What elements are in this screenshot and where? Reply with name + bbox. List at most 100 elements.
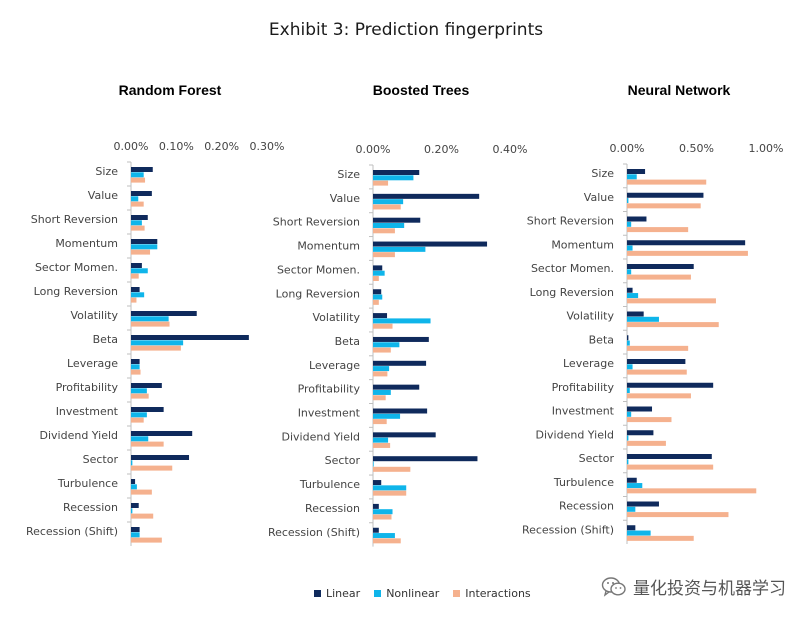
bar-nonlinear [131, 412, 147, 418]
bar-linear [131, 527, 140, 532]
bar-interactions [627, 322, 719, 328]
bar-nonlinear [131, 244, 158, 250]
bar-linear [131, 359, 140, 364]
legend-label-linear: Linear [326, 587, 361, 600]
category-label: Investment [298, 407, 361, 420]
chart-main-title: Exhibit 3: Prediction fingerprints [268, 20, 544, 40]
watermark-text: 量化投资与机器学习 [633, 579, 786, 599]
category-label: Momentum [55, 237, 118, 250]
bar-linear [373, 527, 379, 533]
bar-linear [627, 192, 704, 198]
bar-nonlinear [373, 389, 391, 395]
category-label: Profitability [56, 381, 119, 394]
bar-interactions [131, 201, 144, 207]
x-tick-label: 0.10% [159, 140, 194, 153]
bar-nonlinear [373, 175, 414, 181]
bar-interactions [131, 393, 149, 399]
category-label: Investment [552, 405, 615, 418]
bar-nonlinear [373, 199, 404, 205]
bar-interactions [131, 297, 137, 303]
x-tick-label: 0.00% [114, 140, 149, 153]
bar-linear [627, 311, 644, 317]
x-tick-label: 1.00% [749, 142, 784, 155]
bar-interactions [373, 538, 401, 544]
category-label: Recession (Shift) [522, 523, 614, 536]
bar-interactions [627, 464, 714, 470]
bar-nonlinear [373, 270, 385, 276]
category-label: Investment [56, 405, 119, 418]
bar-nonlinear [131, 436, 149, 442]
category-label: Long Reversion [530, 286, 614, 299]
bar-nonlinear [627, 506, 636, 512]
x-tick-label: 0.00% [610, 142, 645, 155]
bar-interactions [627, 535, 694, 541]
bar-interactions [627, 488, 757, 494]
bar-nonlinear [373, 485, 407, 491]
category-label: Leverage [309, 359, 360, 372]
category-label: Recession [63, 501, 118, 514]
bar-nonlinear [131, 220, 142, 226]
bar-interactions [627, 345, 689, 351]
bar-linear [373, 503, 379, 509]
category-label: Sector [579, 452, 615, 465]
bar-linear [627, 477, 637, 483]
bar-linear [627, 240, 746, 246]
bar-nonlinear [627, 340, 630, 346]
bar-linear [373, 265, 383, 271]
bar-linear [373, 170, 420, 175]
bar-interactions [373, 347, 391, 353]
bar-interactions [627, 440, 666, 446]
x-tick-label: 0.20% [204, 140, 239, 153]
category-label: Volatility [312, 311, 360, 324]
bar-nonlinear [627, 316, 659, 322]
category-label: Leverage [67, 357, 118, 370]
panel-title: Neural Network [628, 82, 731, 98]
legend-label-nonlinear: Nonlinear [386, 587, 440, 600]
bar-nonlinear [373, 366, 390, 372]
legend-label-interactions: Interactions [465, 587, 531, 600]
bar-linear [373, 241, 488, 247]
legend-item-interactions: Interactions [453, 587, 531, 600]
category-label: Beta [335, 335, 360, 348]
bar-linear [373, 193, 480, 199]
bar-linear [373, 289, 382, 295]
category-label: Recession [305, 502, 360, 515]
bar-interactions [131, 489, 152, 495]
bar-interactions [627, 298, 716, 304]
category-label: Turbulence [299, 478, 360, 491]
category-label: Sector Momen. [35, 261, 118, 274]
category-label: Dividend Yield [40, 429, 118, 442]
category-label: Value [330, 192, 360, 205]
bar-interactions [373, 228, 395, 234]
category-label: Recession (Shift) [26, 525, 118, 538]
bar-linear [627, 335, 629, 341]
bar-interactions [373, 514, 392, 520]
bar-nonlinear [131, 196, 139, 202]
panel-title: Boosted Trees [373, 82, 470, 98]
category-label: Size [591, 167, 614, 180]
bar-linear [627, 406, 653, 412]
bar-interactions [373, 204, 401, 210]
bar-linear [627, 454, 712, 459]
category-label: Long Reversion [276, 287, 360, 300]
bar-linear [131, 383, 162, 388]
bar-linear [373, 384, 420, 390]
legend-swatch-nonlinear [374, 590, 382, 597]
bar-linear [131, 455, 190, 460]
panel-title: Random Forest [119, 82, 222, 98]
bar-linear [627, 359, 686, 364]
bar-nonlinear [131, 268, 148, 274]
legend-item-nonlinear: Nonlinear [374, 587, 439, 600]
watermark: 量化投资与机器学习 [601, 574, 786, 599]
bar-linear [131, 263, 142, 268]
category-label: Sector [83, 453, 119, 466]
bar-interactions [131, 465, 173, 471]
category-label: Volatility [566, 310, 614, 323]
category-label: Dividend Yield [282, 430, 360, 443]
bar-linear [373, 336, 429, 342]
bar-linear [627, 525, 636, 531]
bar-linear [373, 313, 388, 319]
category-label: Recession [559, 500, 614, 513]
bar-interactions [373, 395, 386, 401]
bar-interactions [131, 321, 170, 327]
